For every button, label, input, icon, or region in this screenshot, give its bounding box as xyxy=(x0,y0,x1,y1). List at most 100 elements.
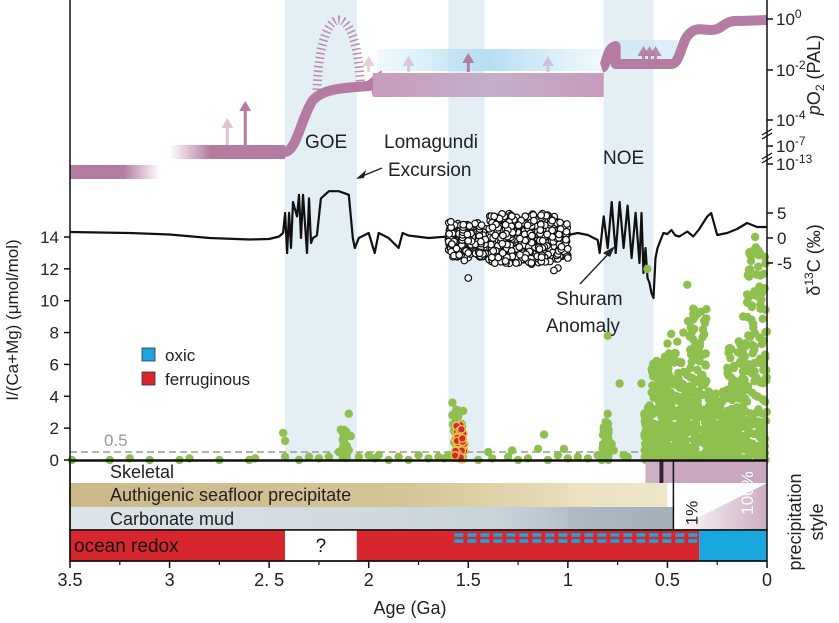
d13c-point xyxy=(498,239,507,248)
icam-point xyxy=(657,403,667,413)
po2-panel xyxy=(70,15,768,179)
icam-point xyxy=(689,335,698,344)
icam-point xyxy=(705,420,714,429)
po2-y-tick-label: 10-2 xyxy=(776,58,806,80)
po2-arrow-3 xyxy=(362,56,375,72)
shuram-pointer xyxy=(579,249,613,285)
noe-label: NOE xyxy=(603,148,644,169)
po2-arrow-2 xyxy=(239,101,252,146)
d13c-point xyxy=(489,247,498,255)
po2-arrow-5 xyxy=(462,53,475,72)
icam-point xyxy=(650,384,659,393)
precip-style-label-line1: precipitation xyxy=(785,473,805,570)
icam-point xyxy=(726,446,735,455)
icam-point xyxy=(667,329,676,339)
redox-segment-0 xyxy=(70,530,286,561)
d13c-point xyxy=(499,231,507,240)
icam-point xyxy=(670,348,680,358)
d13c-point xyxy=(563,254,572,262)
goe-label: GOE xyxy=(305,132,347,153)
icam-point xyxy=(459,406,468,416)
icam-point xyxy=(685,382,694,391)
shuram-pointer-head xyxy=(603,246,615,257)
d13c-point xyxy=(488,253,496,262)
po2-y-tick-label: 10-13 xyxy=(776,152,813,174)
icam-point xyxy=(671,430,680,439)
d13c-y-tick-label: 5 xyxy=(777,204,786,223)
icam-point xyxy=(656,374,666,383)
d13c-point xyxy=(515,243,524,251)
icam-y-tick-label: 10 xyxy=(40,292,59,311)
icam-point xyxy=(708,437,717,446)
icam-point xyxy=(739,353,749,362)
skeletal-bar-2 xyxy=(659,461,664,483)
icam-point xyxy=(573,452,582,461)
po2-y-tick-label: 100 xyxy=(776,7,802,29)
po2-arrow-1 xyxy=(221,118,234,146)
d13c-point xyxy=(494,253,503,262)
d13c-point xyxy=(516,234,524,243)
d13c-panel xyxy=(69,190,767,300)
icam-y-tick-label: 8 xyxy=(50,324,59,343)
x-tick-label: 2. 5 xyxy=(254,570,284,590)
icam-point xyxy=(754,262,763,271)
icam-point xyxy=(649,359,658,368)
icam-point xyxy=(683,442,692,451)
icam-point xyxy=(756,300,765,309)
icam-point xyxy=(730,412,739,422)
icam-point xyxy=(743,298,752,307)
icam-point xyxy=(734,337,743,346)
icam-point xyxy=(662,422,671,431)
icam-point xyxy=(663,398,672,407)
icam-point xyxy=(742,397,752,406)
d13c-point xyxy=(460,256,469,265)
d13c-point xyxy=(512,259,520,267)
icam-y-tick-label: 2 xyxy=(50,419,59,438)
icam-point xyxy=(704,395,713,404)
icam-point xyxy=(750,377,759,386)
icam-point xyxy=(715,397,724,406)
x-tick-label: 0 xyxy=(762,570,772,590)
d13c-point xyxy=(463,230,472,239)
icam-point xyxy=(694,437,703,447)
precip-row-label-2: Carbonate mud xyxy=(110,509,234,529)
icam-point xyxy=(679,328,688,337)
icam-point xyxy=(338,428,348,437)
icam-point xyxy=(342,441,352,451)
icam-point xyxy=(724,371,733,381)
icam-point xyxy=(670,358,679,367)
icam-point xyxy=(304,452,314,461)
icam-point xyxy=(666,375,675,385)
axis-break-1 xyxy=(761,152,773,164)
icam-point xyxy=(748,249,758,259)
d13c-point xyxy=(501,257,510,266)
icam-point xyxy=(753,392,763,401)
icam-point xyxy=(761,353,770,363)
po2-arrow-4 xyxy=(402,56,415,72)
icam-point xyxy=(741,360,751,369)
icam-point xyxy=(658,358,667,367)
icam-point xyxy=(738,312,748,321)
icam-point xyxy=(741,341,751,351)
icam-point xyxy=(691,419,701,428)
icam-point xyxy=(748,413,757,423)
icam-point xyxy=(354,452,363,461)
icam-point xyxy=(601,437,610,446)
icam-point xyxy=(697,350,706,360)
icam-point xyxy=(749,323,758,332)
icam-point xyxy=(728,431,737,440)
icam-point xyxy=(739,408,749,417)
ratio-label-100pct: 100% xyxy=(738,471,757,514)
icam-point xyxy=(507,446,517,455)
icam-point xyxy=(374,451,383,460)
icam-point xyxy=(394,452,403,461)
icam-point xyxy=(746,332,755,341)
icam-point xyxy=(749,345,759,355)
redox-segment-3 xyxy=(699,530,767,561)
icam-point xyxy=(452,405,461,414)
icam-y-tick-label: 12 xyxy=(40,260,59,279)
d13c-point xyxy=(535,245,544,254)
icam-point xyxy=(744,421,754,430)
icam-ylabel: I/(Ca+Mg) (μmol/mol) xyxy=(3,239,22,400)
icam-point xyxy=(756,283,766,293)
